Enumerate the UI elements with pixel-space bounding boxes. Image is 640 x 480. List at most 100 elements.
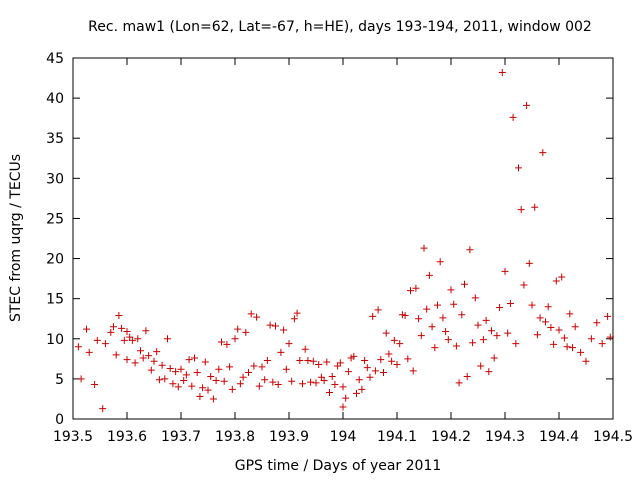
y-tick-label: 35 bbox=[46, 131, 64, 147]
x-tick-label: 193.5 bbox=[53, 429, 93, 445]
data-point bbox=[177, 365, 185, 373]
data-point bbox=[120, 336, 128, 344]
y-tick-label: 0 bbox=[55, 412, 64, 428]
data-point bbox=[161, 375, 169, 383]
data-point bbox=[182, 371, 190, 379]
data-point bbox=[450, 300, 458, 308]
data-point bbox=[112, 351, 120, 359]
data-point bbox=[123, 356, 131, 364]
data-point bbox=[85, 348, 93, 356]
data-point bbox=[212, 376, 220, 384]
data-point bbox=[204, 386, 212, 394]
data-point bbox=[393, 360, 401, 368]
data-point bbox=[488, 327, 495, 335]
data-point bbox=[501, 267, 509, 275]
data-point bbox=[118, 324, 126, 332]
data-point bbox=[236, 380, 244, 388]
x-tick-label: 194.1 bbox=[377, 429, 417, 445]
data-point bbox=[299, 380, 306, 388]
data-point bbox=[83, 325, 90, 333]
y-tick-label: 10 bbox=[46, 332, 64, 348]
data-point bbox=[582, 357, 590, 365]
x-tick-label: 194.4 bbox=[539, 429, 579, 445]
data-point bbox=[290, 315, 298, 323]
data-point bbox=[139, 354, 147, 362]
data-point bbox=[77, 375, 85, 383]
data-point bbox=[542, 318, 549, 326]
y-tick-label: 5 bbox=[55, 372, 64, 388]
data-point bbox=[420, 244, 428, 252]
data-point bbox=[428, 323, 436, 331]
data-point bbox=[234, 325, 242, 333]
data-point bbox=[388, 357, 396, 365]
data-point bbox=[339, 403, 347, 411]
data-point bbox=[366, 373, 374, 381]
data-point bbox=[466, 246, 474, 254]
data-point bbox=[544, 303, 552, 311]
data-point bbox=[604, 312, 612, 320]
data-point bbox=[245, 368, 252, 376]
data-point bbox=[180, 376, 188, 384]
x-axis-label: GPS time / Days of year 2011 bbox=[235, 458, 442, 474]
data-point bbox=[323, 358, 331, 366]
data-point bbox=[185, 356, 193, 364]
data-point bbox=[452, 342, 460, 350]
data-point bbox=[209, 395, 217, 403]
data-point bbox=[436, 258, 444, 266]
data-point bbox=[155, 376, 163, 384]
data-point bbox=[247, 310, 255, 318]
data-point bbox=[363, 364, 371, 372]
data-point bbox=[533, 331, 541, 339]
data-point bbox=[344, 368, 352, 376]
y-tick-label: 40 bbox=[46, 91, 64, 107]
data-point bbox=[201, 358, 209, 366]
data-point bbox=[272, 322, 279, 330]
data-point bbox=[131, 359, 139, 367]
data-point bbox=[353, 389, 360, 397]
data-point bbox=[320, 376, 328, 384]
data-point bbox=[110, 323, 117, 331]
x-tick-label: 193.7 bbox=[161, 429, 201, 445]
data-point bbox=[188, 382, 196, 390]
data-point bbox=[490, 354, 498, 362]
data-point bbox=[528, 301, 536, 309]
data-point bbox=[277, 348, 285, 356]
data-point bbox=[253, 313, 261, 321]
data-point bbox=[404, 355, 412, 363]
data-point bbox=[517, 206, 525, 214]
data-point bbox=[598, 340, 606, 348]
data-point bbox=[558, 273, 566, 281]
x-tick-label: 193.6 bbox=[107, 429, 147, 445]
data-point bbox=[301, 345, 309, 353]
data-point bbox=[358, 385, 366, 393]
data-point bbox=[439, 314, 447, 322]
data-point bbox=[474, 321, 482, 329]
x-tick-label: 193.9 bbox=[269, 429, 309, 445]
data-point bbox=[531, 203, 539, 211]
data-point bbox=[401, 312, 409, 320]
data-point bbox=[382, 329, 390, 337]
data-point bbox=[369, 312, 377, 320]
x-tick-label: 194.2 bbox=[431, 429, 471, 445]
data-point bbox=[288, 377, 296, 385]
data-point bbox=[431, 344, 439, 352]
data-point bbox=[145, 352, 153, 360]
data-point bbox=[493, 332, 501, 340]
data-point bbox=[471, 294, 479, 302]
data-point bbox=[385, 350, 393, 358]
data-point bbox=[396, 340, 404, 348]
data-point bbox=[266, 321, 274, 329]
data-point bbox=[536, 314, 544, 322]
data-point bbox=[339, 383, 347, 391]
data-point bbox=[463, 372, 471, 380]
data-point bbox=[571, 323, 579, 331]
data-point bbox=[479, 336, 487, 344]
data-point bbox=[269, 378, 277, 386]
data-point bbox=[455, 379, 463, 387]
data-point bbox=[504, 329, 512, 337]
data-point bbox=[355, 376, 363, 384]
data-point bbox=[196, 393, 204, 401]
data-point bbox=[280, 326, 288, 334]
data-point bbox=[412, 284, 420, 292]
